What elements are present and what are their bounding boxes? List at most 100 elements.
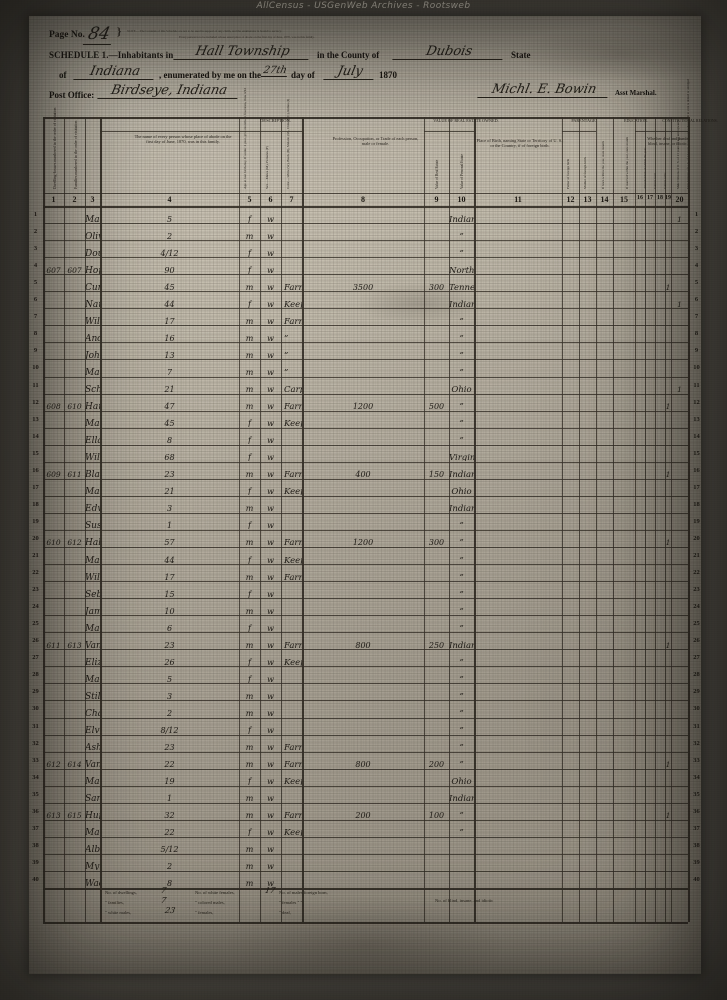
cell-occupation-row26[interactable]: Farmer [281,635,302,649]
cell-sex-row3[interactable]: f [239,243,260,257]
cell-name-row33[interactable]: Vanmeter, Adam [85,754,100,768]
cell-c20-row6[interactable]: 1 [671,294,688,308]
cell-birthplace-row12[interactable]: ” [449,396,474,410]
cell-color-row25[interactable]: w [260,618,281,632]
cell-color-row19[interactable]: w [260,515,281,529]
cell-family-row4[interactable]: 607 [64,260,85,274]
cell-c19-row12[interactable]: 1 [665,396,671,410]
cell-birthplace-row35[interactable]: Indiana [449,788,474,802]
cell-color-row31[interactable]: w [260,720,281,734]
cell-age-row38[interactable]: 5/12 [100,839,239,853]
cell-name-row21[interactable]: Mary [85,550,100,564]
cell-sex-row38[interactable]: m [239,839,260,853]
cell-color-row3[interactable]: w [260,243,281,257]
cell-birthplace-row13[interactable]: ” [449,413,474,427]
cell-color-row5[interactable]: w [260,277,281,291]
cell-sex-row22[interactable]: m [239,567,260,581]
cell-color-row12[interactable]: w [260,396,281,410]
cell-name-row7[interactable]: William [85,311,100,325]
cell-name-row36[interactable]: Huff, Edwin M [85,805,100,819]
cell-name-row14[interactable]: Ella K [85,430,100,444]
cell-dwelling-row4[interactable]: 607 [43,260,64,274]
cell-birthplace-row31[interactable]: ” [449,720,474,734]
cell-sex-row15[interactable]: f [239,447,260,461]
cell-sex-row27[interactable]: f [239,652,260,666]
cell-age-row25[interactable]: 6 [100,618,239,632]
cell-birthplace-row29[interactable]: ” [449,686,474,700]
cell-age-row8[interactable]: 16 [100,328,239,342]
cell-age-row17[interactable]: 21 [100,481,239,495]
cell-birthplace-row6[interactable]: Indiana [449,294,474,308]
cell-name-row28[interactable]: Mary J [85,669,100,683]
cell-family-row20[interactable]: 612 [64,532,85,546]
cell-real-row36[interactable]: 200 [302,805,424,819]
cell-color-row22[interactable]: w [260,567,281,581]
cell-dwelling-row33[interactable]: 612 [43,754,64,768]
cell-name-row11[interactable]: Schaffer, Isaac [85,379,100,393]
cell-color-row11[interactable]: w [260,379,281,393]
cell-age-row14[interactable]: 8 [100,430,239,444]
cell-name-row40[interactable]: Wade, Isabel [85,873,100,887]
cell-age-row7[interactable]: 17 [100,311,239,325]
cell-color-row8[interactable]: w [260,328,281,342]
cell-color-row20[interactable]: w [260,532,281,546]
cell-family-row26[interactable]: 613 [64,635,85,649]
cell-occupation-row8[interactable]: ” [281,328,302,342]
cell-name-row8[interactable]: Andrew J [85,328,100,342]
cell-family-row16[interactable]: 611 [64,464,85,478]
cell-name-row5[interactable]: Cunningham, Abel [85,277,100,291]
cell-color-row18[interactable]: w [260,498,281,512]
cell-sex-row23[interactable]: f [239,584,260,598]
cell-sex-row25[interactable]: f [239,618,260,632]
cell-family-row33[interactable]: 614 [64,754,85,768]
cell-real-row5[interactable]: 3500 [302,277,424,291]
cell-name-row29[interactable]: Stillman [85,686,100,700]
cell-color-row37[interactable]: w [260,822,281,836]
cell-age-row26[interactable]: 23 [100,635,239,649]
cell-age-row15[interactable]: 68 [100,447,239,461]
cell-c19-row5[interactable]: 1 [665,277,671,291]
cell-age-row32[interactable]: 23 [100,737,239,751]
cell-dwelling-row36[interactable]: 613 [43,805,64,819]
cell-age-row23[interactable]: 15 [100,584,239,598]
cell-birthplace-row8[interactable]: ” [449,328,474,342]
cell-name-row13[interactable]: Margaret [85,413,100,427]
cell-name-row18[interactable]: Edward O [85,498,100,512]
cell-occupation-row22[interactable]: Farm Laborer [281,567,302,581]
cell-sex-row28[interactable]: f [239,669,260,683]
cell-sex-row19[interactable]: f [239,515,260,529]
cell-dwelling-row26[interactable]: 611 [43,635,64,649]
cell-real-row20[interactable]: 1200 [302,532,424,546]
cell-name-row39[interactable]: Myra [85,856,100,870]
cell-occupation-row33[interactable]: Farmer [281,754,302,768]
cell-name-row26[interactable]: Vanmeter, Thomas [85,635,100,649]
cell-real-row33[interactable]: 800 [302,754,424,768]
cell-name-row10[interactable]: Mary E [85,362,100,376]
cell-birthplace-row19[interactable]: ” [449,515,474,529]
cell-sex-row35[interactable]: m [239,788,260,802]
cell-real-row16[interactable]: 400 [302,464,424,478]
cell-birthplace-row10[interactable]: ” [449,362,474,376]
cell-age-row37[interactable]: 22 [100,822,239,836]
cell-name-row9[interactable]: John C [85,345,100,359]
cell-occupation-row16[interactable]: Farmer [281,464,302,478]
cell-name-row31[interactable]: Elvinah [85,720,100,734]
cell-birthplace-row23[interactable]: ” [449,584,474,598]
cell-sex-row8[interactable]: m [239,328,260,342]
cell-personal-row5[interactable]: 300 [424,277,449,291]
cell-real-row26[interactable]: 800 [302,635,424,649]
cell-sex-row39[interactable]: m [239,856,260,870]
cell-sex-row36[interactable]: m [239,805,260,819]
cell-sex-row34[interactable]: f [239,771,260,785]
cell-occupation-row6[interactable]: Keeping house [281,294,302,308]
cell-age-row22[interactable]: 17 [100,567,239,581]
cell-sex-row12[interactable]: m [239,396,260,410]
cell-age-row28[interactable]: 5 [100,669,239,683]
cell-sex-row31[interactable]: f [239,720,260,734]
cell-name-row4[interactable]: Hopkins, Selah [85,260,100,274]
cell-age-row18[interactable]: 3 [100,498,239,512]
cell-age-row2[interactable]: 2 [100,226,239,240]
cell-c19-row20[interactable]: 1 [665,532,671,546]
cell-sex-row13[interactable]: f [239,413,260,427]
cell-birthplace-row1[interactable]: Indiana [449,209,474,223]
